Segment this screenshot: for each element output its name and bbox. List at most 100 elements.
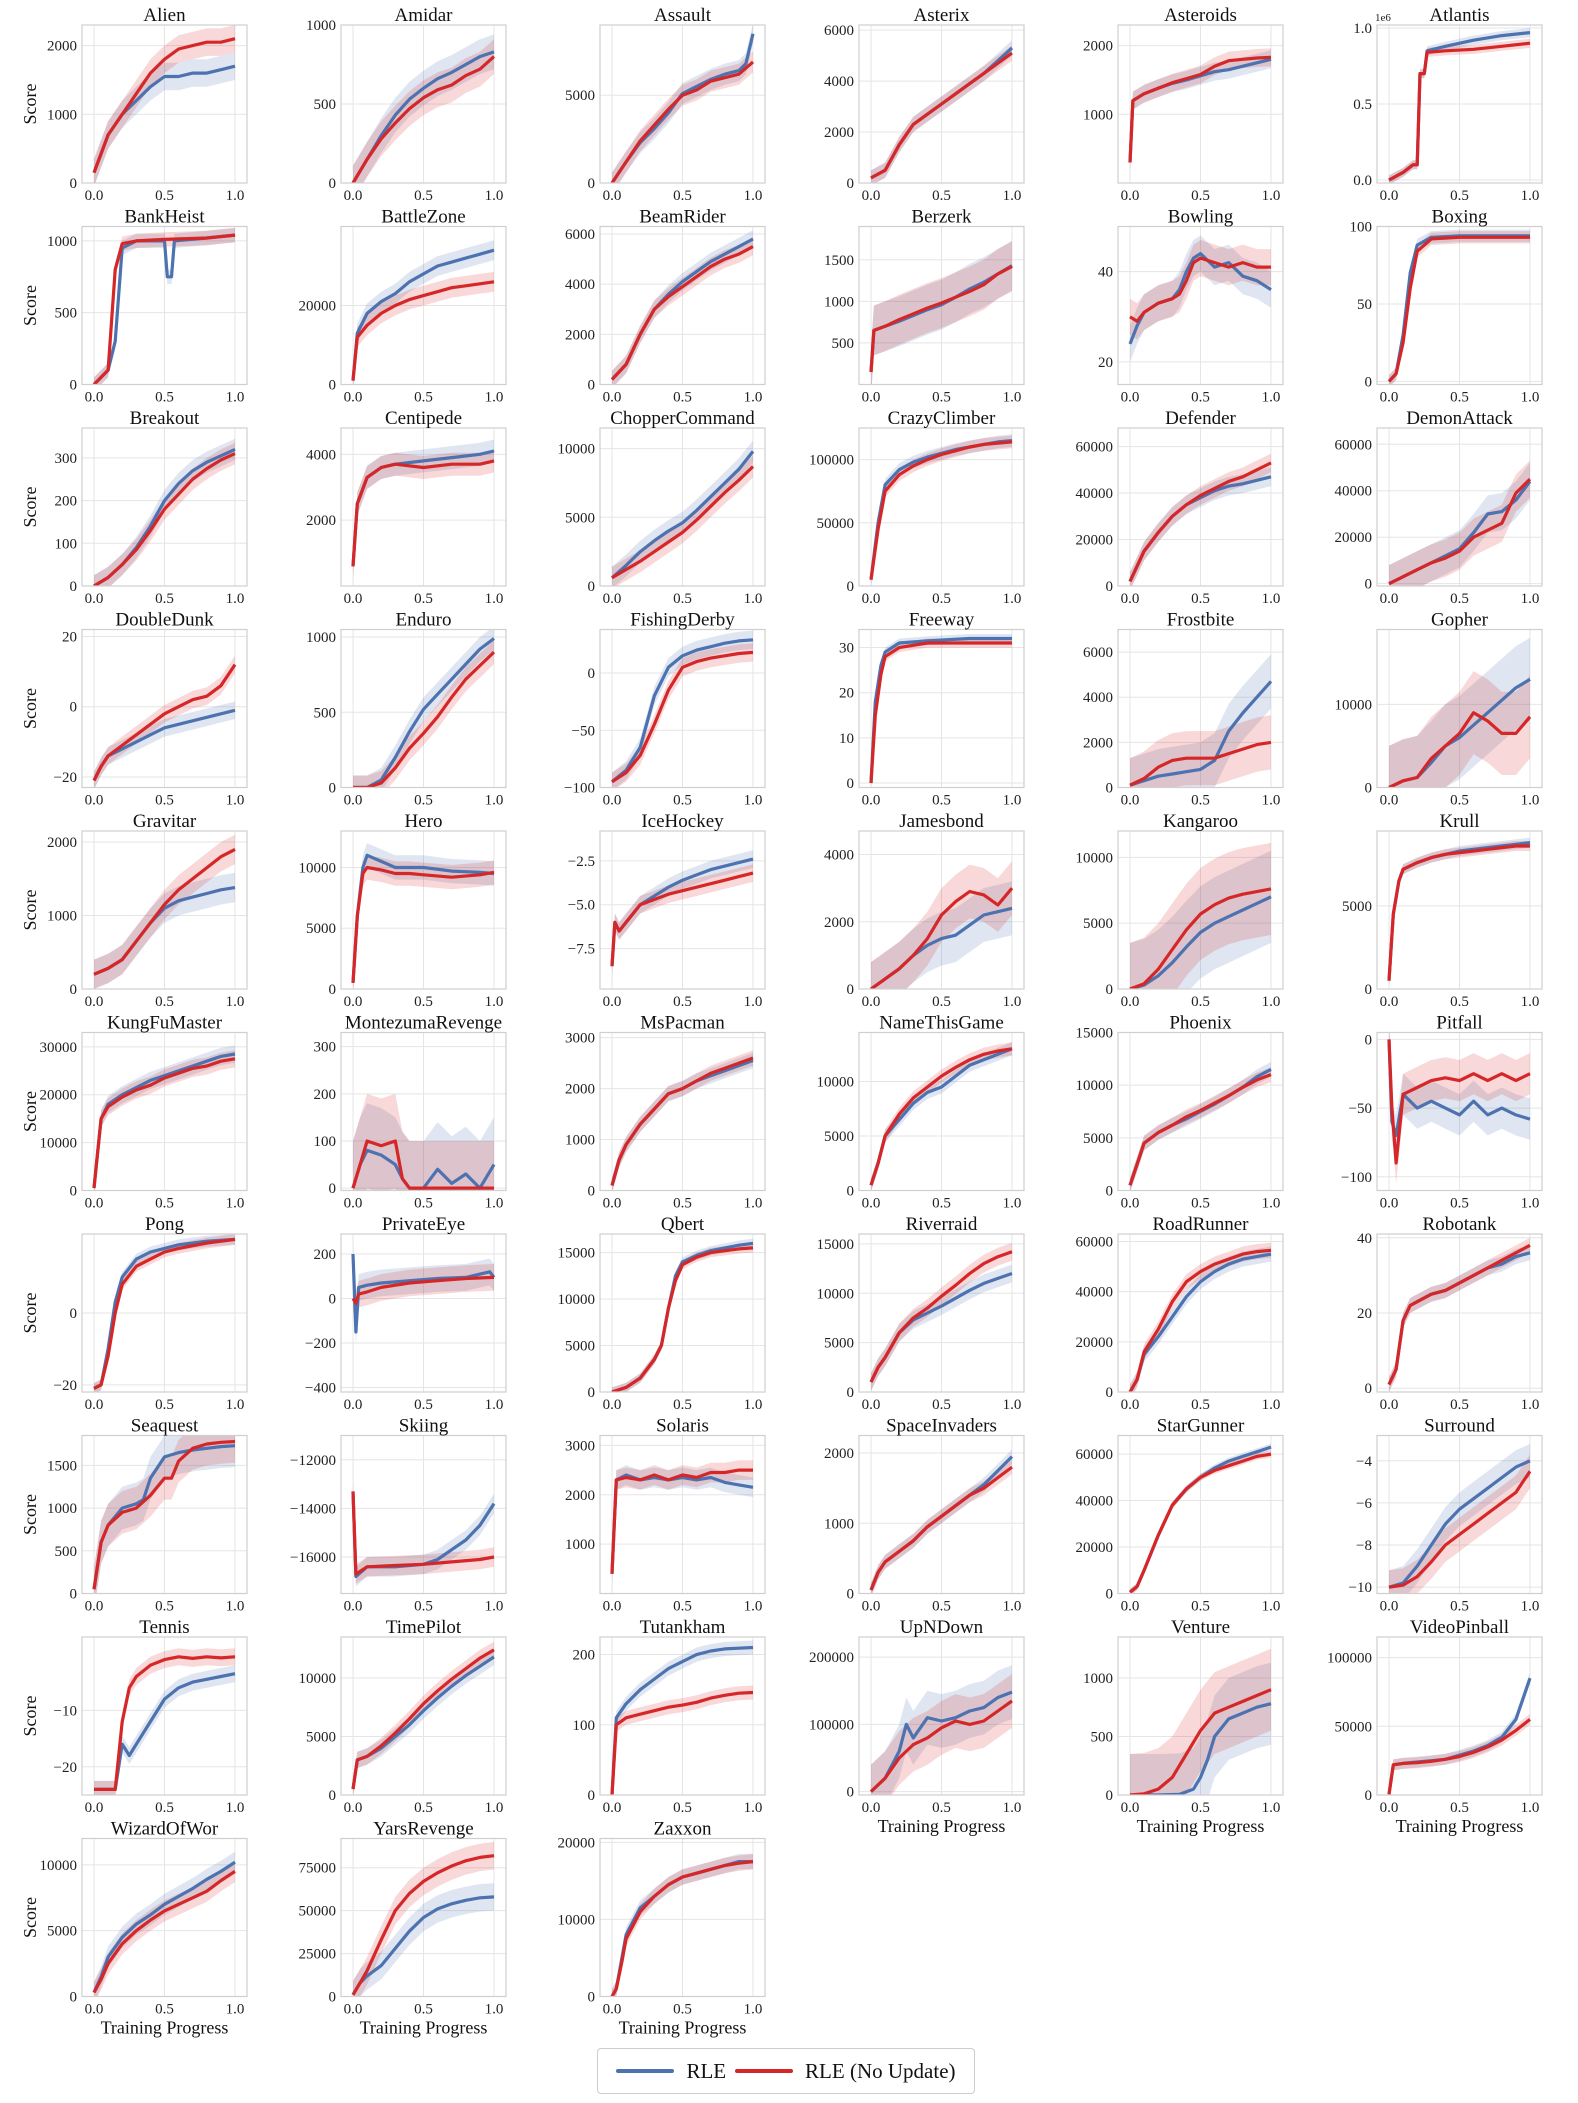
x-tick-label: 0.5 xyxy=(673,390,692,406)
line-no-update xyxy=(1128,1248,1272,1392)
band-rle xyxy=(94,52,235,183)
y-tick-label: 10000 xyxy=(1076,1078,1114,1094)
band-no-update xyxy=(353,1481,494,1584)
y-tick-label: 15000 xyxy=(558,1246,596,1262)
plot-frame xyxy=(599,427,766,587)
x-tick-label: 0.0 xyxy=(862,994,881,1010)
band-rle xyxy=(871,1449,1012,1594)
subplot-title: Enduro xyxy=(396,610,452,631)
band-no-update xyxy=(871,241,1012,385)
x-tick-label: 0.0 xyxy=(344,188,363,204)
plot-frame xyxy=(1376,1031,1543,1192)
y-tick-label: 0 xyxy=(847,579,855,595)
y-tick-label: 0 xyxy=(1365,781,1373,797)
subplot-amidar: Amidar 0.0 0.5 1.0 0 500 1000 xyxy=(306,5,507,204)
x-tick-label: 1.0 xyxy=(1521,1599,1540,1615)
y-tick-label: 4000 xyxy=(824,848,854,864)
y-tick-label: 1000 xyxy=(47,107,77,123)
x-tick-label: 1.0 xyxy=(1003,1599,1022,1615)
band-rle xyxy=(871,40,1012,183)
y-tick-label: 500 xyxy=(55,1544,78,1560)
subplot-title: Gravitar xyxy=(133,811,197,832)
line-no-update xyxy=(610,1056,754,1186)
y-tick-label: −100 xyxy=(1341,1170,1372,1186)
y-axis-label: Score xyxy=(20,688,40,729)
band-rle xyxy=(353,843,494,989)
legend-swatch-no-update xyxy=(735,2069,794,2073)
x-tick-label: 0.5 xyxy=(932,793,951,809)
x-tick-label: 1.0 xyxy=(1521,793,1540,809)
y-tick-label: 20000 xyxy=(40,1088,78,1104)
line-rle xyxy=(869,1690,1013,1793)
x-tick-label: 0.5 xyxy=(673,793,692,809)
subplot-title: Zaxxon xyxy=(653,1819,712,1840)
line-no-update xyxy=(351,459,495,567)
plot-frame xyxy=(340,225,507,386)
subplot-kangaroo: Kangaroo 0.0 0.5 1.0 0 5000 10000 xyxy=(1076,811,1284,1010)
y-tick-label: 60000 xyxy=(1076,440,1114,456)
subplot-pitfall: Pitfall 0.0 0.5 1.0 −100 −50 0 xyxy=(1341,1013,1543,1212)
x-tick-label: 0.5 xyxy=(414,188,433,204)
x-tick-label: 0.0 xyxy=(862,1397,881,1413)
y-tick-label: 20000 xyxy=(1076,1540,1114,1556)
subplot-videopinball: VideoPinball 0.0 0.5 1.0 0 50000 100000 Trainin… xyxy=(1327,1617,1543,1836)
x-tick-label: 1.0 xyxy=(485,390,504,406)
y-tick-label: 500 xyxy=(1091,1729,1114,1745)
y-tick-label: −100 xyxy=(564,781,595,797)
subplot-title: StarGunner xyxy=(1157,1416,1245,1437)
x-tick-label: 0.0 xyxy=(603,1800,622,1816)
subplot-tennis: Tennis 0.0 0.5 1.0 −20 −10 Score xyxy=(20,1617,248,1816)
subplot-title: Gopher xyxy=(1431,610,1489,631)
line-no-update xyxy=(611,465,755,580)
subplot-title: Atlantis xyxy=(1429,5,1489,26)
y-tick-label: 0 xyxy=(1106,579,1114,595)
subplot-title: UpNDown xyxy=(900,1617,984,1638)
x-tick-label: 0.0 xyxy=(1121,1196,1140,1212)
y-tick-label: 0 xyxy=(1106,1385,1114,1401)
line-no-update xyxy=(353,650,496,788)
x-tick-label: 1.0 xyxy=(1003,188,1022,204)
y-tick-label: −20 xyxy=(54,770,77,786)
plot-frame xyxy=(81,1233,248,1393)
line-no-update xyxy=(92,37,236,174)
x-tick-label: 1.0 xyxy=(226,1196,245,1212)
subplot-upndown: UpNDown 0.0 0.5 1.0 0 100000 200000 Training Pr… xyxy=(809,1617,1025,1836)
line-no-update xyxy=(92,1870,236,1994)
y-tick-label: −2.5 xyxy=(568,854,595,870)
plot-frame xyxy=(599,1636,766,1796)
subplot-title: BattleZone xyxy=(381,207,465,228)
x-tick-label: 0.0 xyxy=(85,591,104,607)
subplot-title: MsPacman xyxy=(640,1013,725,1034)
y-tick-label: 0 xyxy=(70,982,78,998)
subplot-battlezone: BattleZone 0.0 0.5 1.0 0 20000 xyxy=(299,207,507,406)
x-tick-label: 0.0 xyxy=(862,188,881,204)
x-tick-label: 0.5 xyxy=(155,2002,174,2018)
x-tick-label: 0.5 xyxy=(1450,1196,1469,1212)
y-tick-label: 40 xyxy=(1098,265,1113,281)
x-tick-label: 0.0 xyxy=(1380,1397,1399,1413)
y-tick-label: 1000 xyxy=(47,234,77,250)
y-tick-label: 0 xyxy=(329,982,337,998)
x-tick-label: 0.0 xyxy=(85,1599,104,1615)
subplot-title: Amidar xyxy=(394,5,453,26)
line-no-update xyxy=(869,1250,1013,1383)
x-tick-label: 1.0 xyxy=(1003,390,1022,406)
x-tick-label: 1.0 xyxy=(1521,591,1540,607)
y-tick-label: 0 xyxy=(70,1306,78,1322)
y-axis-label: Score xyxy=(20,1695,40,1736)
line-no-update xyxy=(1128,55,1272,163)
x-tick-label: 0.0 xyxy=(1380,994,1399,1010)
x-tick-label: 1.0 xyxy=(226,591,245,607)
y-tick-label: 0 xyxy=(1106,1184,1114,1200)
line-no-update xyxy=(351,1854,495,1996)
y-tick-label: 0 xyxy=(1365,1788,1373,1804)
y-tick-label: −200 xyxy=(305,1336,336,1352)
x-tick-label: 0.0 xyxy=(603,188,622,204)
y-tick-label: 0 xyxy=(1365,577,1373,593)
band-no-update xyxy=(1389,671,1530,788)
subplot-venture: Venture 0.0 0.5 1.0 0 500 1000 Training Progres… xyxy=(1083,1617,1284,1836)
x-tick-label: 0.5 xyxy=(1450,793,1469,809)
x-tick-label: 0.0 xyxy=(344,2002,363,2018)
plot-frame xyxy=(599,1031,766,1192)
y-tick-label: 60000 xyxy=(1335,437,1373,453)
